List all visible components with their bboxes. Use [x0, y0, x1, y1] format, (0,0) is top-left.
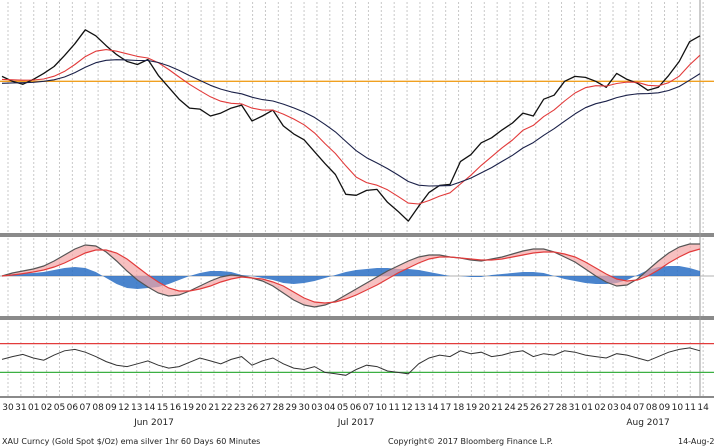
- x-tick-label: 28: [273, 403, 285, 413]
- panel-frames: [0, 0, 714, 398]
- x-tick-label: 04: [324, 403, 336, 413]
- x-tick-label: 06: [350, 403, 362, 413]
- x-tick-label: 02: [41, 403, 52, 413]
- x-month-label: Aug 2017: [626, 418, 669, 428]
- x-tick-label: 14: [427, 403, 439, 413]
- x-tick-label: 19: [182, 403, 194, 413]
- x-tick-label: 19: [466, 403, 478, 413]
- rsi-line: [1, 347, 701, 376]
- x-tick-label: 27: [260, 403, 271, 413]
- x-tick-label: 25: [517, 403, 528, 413]
- x-tick-label: 11: [388, 403, 399, 413]
- x-tick-label: 20: [479, 403, 491, 413]
- x-tick-label: 30: [298, 403, 310, 413]
- footer: XAU Curncy (Gold Spot $/Oz) ema silver 1…: [2, 437, 714, 446]
- x-tick-label: 31: [15, 403, 26, 413]
- x-tick-label: 29: [285, 403, 297, 413]
- x-axis: 30 31 01 02 05 06 07 08 09 12 13 14 15 16 19 20 21 22 23 26…: [2, 403, 709, 428]
- x-tick-label: 10: [376, 403, 388, 413]
- rsi-panel: [0, 343, 714, 376]
- x-tick-label: 09: [105, 403, 117, 413]
- x-tick-label: 17: [440, 403, 451, 413]
- x-tick-label: 21: [208, 403, 219, 413]
- x-tick-label: 14: [144, 403, 156, 413]
- x-tick-label: 07: [633, 403, 644, 413]
- footer-center: Copyright© 2017 Bloomberg Finance L.P.: [388, 437, 553, 446]
- panel-separator: [0, 396, 714, 398]
- x-tick-label: 12: [118, 403, 129, 413]
- x-tick-label: 07: [363, 403, 374, 413]
- x-tick-label: 01: [582, 403, 593, 413]
- x-tick-label: 26: [530, 403, 542, 413]
- x-tick-label: 31: [569, 403, 580, 413]
- x-tick-label: 02: [594, 403, 605, 413]
- x-tick-label: 22: [221, 403, 232, 413]
- x-tick-label: 09: [659, 403, 671, 413]
- x-tick-label: 30: [2, 403, 14, 413]
- panel-separator: [0, 233, 714, 237]
- x-tick-label: 24: [504, 403, 516, 413]
- signal-line: [1, 248, 701, 304]
- x-tick-label: 11: [685, 403, 696, 413]
- x-tick-label: 28: [556, 403, 568, 413]
- x-tick-label: 13: [131, 403, 142, 413]
- x-tick-label: 18: [453, 403, 465, 413]
- panel-separator: [0, 316, 714, 320]
- x-tick-label: 08: [92, 403, 104, 413]
- x-tick-label: 23: [234, 403, 245, 413]
- x-tick-label: 13: [414, 403, 425, 413]
- price-panel: [0, 29, 714, 222]
- x-tick-label: 04: [620, 403, 632, 413]
- x-month-label: Jul 2017: [337, 418, 375, 428]
- oscillator-fill: [2, 244, 700, 307]
- oscillator-line: [1, 243, 700, 308]
- x-tick-label: 15: [157, 403, 168, 413]
- x-tick-label: 14: [697, 403, 709, 413]
- x-month-label: Jun 2017: [133, 418, 174, 428]
- x-tick-label: 08: [646, 403, 658, 413]
- x-tick-label: 16: [170, 403, 182, 413]
- x-tick-label: 20: [195, 403, 207, 413]
- x-tick-label: 01: [28, 403, 39, 413]
- x-tick-label: 07: [80, 403, 91, 413]
- price-line: [1, 29, 701, 222]
- vertical-gridlines: [7, 2, 704, 396]
- footer-right: 14-Aug-2: [678, 437, 714, 446]
- x-tick-label: 05: [337, 403, 348, 413]
- x-tick-label: 05: [54, 403, 65, 413]
- oscillator-panel: [0, 243, 714, 308]
- x-tick-label: 26: [247, 403, 259, 413]
- x-tick-label: 21: [491, 403, 502, 413]
- x-tick-label: 03: [607, 403, 618, 413]
- x-tick-label: 06: [67, 403, 79, 413]
- x-tick-label: 27: [543, 403, 554, 413]
- x-tick-label: 03: [311, 403, 322, 413]
- x-tick-label: 10: [672, 403, 684, 413]
- footer-left: XAU Curncy (Gold Spot $/Oz) ema silver 1…: [2, 437, 260, 446]
- x-tick-label: 12: [401, 403, 412, 413]
- ema-fast-line: [1, 49, 701, 205]
- ema-slow-line: [1, 59, 701, 187]
